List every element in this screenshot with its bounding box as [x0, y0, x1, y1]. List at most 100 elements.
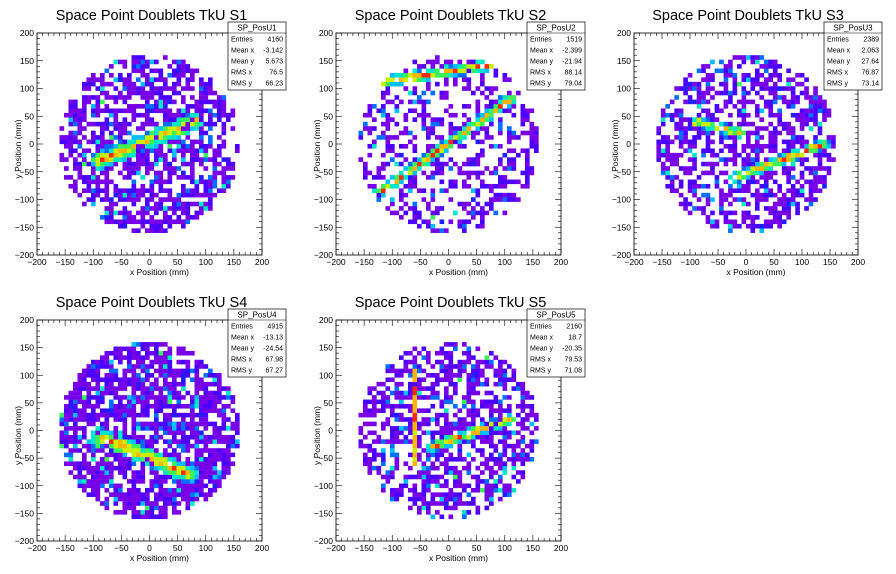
histogram-bin: [145, 487, 150, 493]
histogram-bin: [109, 64, 114, 69]
histogram-bin: [669, 117, 675, 122]
stats-box-frame: [526, 21, 586, 91]
histogram-bin: [381, 188, 386, 193]
histogram-bin: [511, 157, 517, 162]
histogram-bin: [376, 470, 382, 475]
histogram-bin: [421, 465, 427, 471]
histogram-bin: [140, 390, 146, 396]
histogram-bin: [790, 104, 796, 109]
histogram-bin: [710, 59, 715, 65]
histogram-bin: [737, 188, 742, 193]
histogram-bin: [131, 430, 137, 436]
histogram-bin: [412, 144, 418, 149]
histogram-bin: [131, 395, 137, 400]
histogram-bin: [217, 188, 222, 193]
histogram-bin: [367, 144, 373, 149]
histogram-bin: [118, 346, 123, 352]
histogram-bin: [412, 170, 418, 176]
histogram-bin: [444, 228, 449, 233]
histogram-bin: [741, 210, 747, 216]
histogram-bin: [122, 377, 128, 383]
histogram-bin: [358, 426, 364, 431]
histogram-bin: [444, 390, 449, 396]
histogram-bin: [140, 210, 146, 216]
histogram-bin: [489, 170, 494, 176]
histogram-bin: [109, 470, 114, 475]
histogram-bin: [185, 443, 191, 449]
histogram-bin: [104, 381, 110, 387]
histogram-bin: [723, 130, 729, 136]
histogram-bin: [489, 144, 494, 149]
histogram-bin: [122, 501, 128, 506]
histogram-bin: [122, 412, 128, 418]
histogram-bin: [154, 86, 159, 91]
histogram-bin: [417, 408, 422, 413]
histogram-bin: [145, 412, 150, 418]
histogram-bin: [831, 157, 836, 162]
histogram-bin: [235, 430, 240, 436]
histogram-bin: [426, 483, 431, 489]
histogram-bin: [172, 368, 177, 374]
histogram-bin: [403, 117, 409, 122]
histogram-bin: [158, 496, 164, 502]
histogram-bin: [813, 104, 818, 109]
histogram-bin: [399, 355, 404, 360]
histogram-bin: [163, 77, 168, 82]
histogram-bin: [772, 68, 778, 74]
histogram-bin: [113, 210, 119, 216]
histogram-bin: [109, 210, 114, 216]
histogram-bin: [475, 465, 481, 471]
histogram-bin: [408, 373, 413, 378]
histogram-bin: [741, 130, 747, 136]
histogram-bin: [190, 474, 195, 480]
histogram-bin: [208, 77, 213, 82]
histogram-bin: [167, 135, 173, 140]
histogram-bin: [687, 72, 693, 78]
histogram-bin: [208, 368, 213, 374]
histogram-bin: [462, 228, 467, 233]
histogram-bin: [127, 86, 132, 91]
histogram-bin: [489, 487, 494, 493]
histogram-bin: [813, 135, 818, 140]
histogram-bin: [448, 426, 454, 431]
histogram-bin: [799, 117, 805, 122]
histogram-bin: [376, 399, 382, 405]
histogram-bin: [82, 157, 87, 162]
histogram-bin: [692, 126, 697, 131]
histogram-bin: [421, 117, 427, 122]
histogram-bin: [808, 201, 814, 207]
histogram-bin: [430, 192, 436, 198]
histogram-bin: [136, 157, 141, 162]
histogram-bin: [719, 135, 724, 140]
histogram-bin: [777, 130, 782, 136]
histogram-bin: [226, 161, 231, 167]
histogram-bin: [122, 219, 128, 225]
histogram-bin: [746, 77, 751, 82]
histogram-bin: [710, 148, 715, 154]
histogram-bin: [763, 175, 769, 180]
histogram-bin: [199, 412, 204, 418]
histogram-bin: [457, 496, 463, 502]
histogram-bin: [131, 64, 137, 69]
histogram-bin: [813, 183, 818, 189]
histogram-bin: [109, 81, 114, 87]
histogram-bin: [493, 86, 499, 91]
histogram-bin: [741, 144, 747, 149]
histogram-bin: [498, 430, 503, 436]
histogram-bin: [176, 457, 182, 462]
histogram-bin: [421, 417, 427, 422]
histogram-bin: [737, 175, 742, 180]
histogram-bin: [212, 479, 218, 484]
histogram-bin: [358, 135, 364, 140]
histogram-bin: [100, 390, 105, 396]
histogram-bin: [421, 421, 427, 427]
histogram-bin: [790, 86, 796, 91]
histogram-bin: [435, 206, 440, 211]
histogram-bin: [145, 421, 150, 427]
histogram-bin: [426, 430, 431, 436]
histogram-bin: [674, 161, 679, 167]
histogram-bin: [136, 359, 141, 365]
histogram-bin: [448, 68, 454, 74]
y-tick-label: −50: [319, 167, 334, 177]
histogram-bin: [158, 148, 164, 154]
